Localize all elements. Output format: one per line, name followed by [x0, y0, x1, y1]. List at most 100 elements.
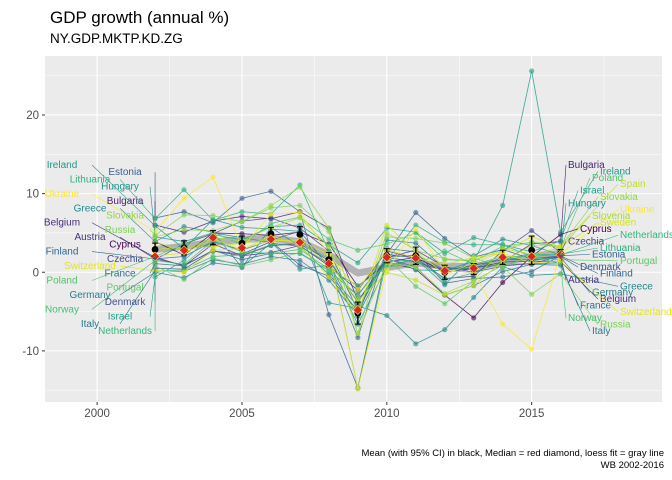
data-point	[181, 195, 187, 201]
data-point	[355, 334, 361, 341]
country-label: Russia	[105, 225, 136, 236]
country-label: Norway	[45, 304, 79, 315]
data-point	[239, 224, 245, 231]
median-diamond	[497, 252, 508, 263]
label-leader-line	[560, 273, 599, 325]
country-label: Hungary	[101, 182, 139, 193]
mean-point	[267, 230, 275, 238]
label-leader-line	[119, 271, 156, 296]
data-point	[471, 278, 477, 284]
label-leader-line	[91, 164, 156, 227]
label-leader-line	[91, 260, 156, 310]
data-point	[297, 262, 303, 268]
label-leader-line	[560, 256, 579, 268]
data-point	[297, 215, 303, 221]
data-point	[384, 312, 390, 319]
median-diamond	[468, 263, 479, 274]
data-point	[326, 274, 332, 280]
data-point	[471, 283, 477, 289]
data-point	[268, 257, 274, 263]
country-label: Belgium	[600, 294, 636, 305]
data-point	[413, 209, 419, 216]
chart-caption: Mean (with 95% CI) in black, Median = re…	[361, 448, 664, 472]
country-label: Germany	[69, 290, 110, 301]
country-label: Bulgaria	[568, 160, 605, 171]
data-point	[181, 276, 187, 282]
label-leader-line	[560, 241, 567, 253]
data-point	[529, 268, 535, 275]
country-label: Greece	[620, 281, 653, 292]
label-leader-line	[91, 193, 156, 232]
median-diamond	[207, 232, 219, 243]
label-leader-line	[560, 261, 599, 300]
y-tick-label: 20	[26, 110, 39, 122]
mean-point	[296, 231, 304, 238]
data-point	[471, 315, 477, 321]
data-point	[442, 240, 448, 246]
median-diamond	[236, 242, 248, 253]
label-leader-line	[560, 265, 591, 332]
data-point	[268, 211, 274, 217]
country-label: Austria	[74, 232, 106, 243]
median-diamond	[294, 237, 305, 248]
country-label: Italy	[592, 326, 610, 337]
label-leader-line	[560, 259, 619, 262]
median-diamond	[410, 253, 421, 264]
data-point	[268, 188, 274, 194]
country-label: Ukraine	[620, 205, 655, 216]
country-label: Slovakia	[106, 211, 144, 222]
data-point	[297, 266, 303, 272]
data-point	[500, 236, 506, 242]
label-leader-line	[119, 236, 156, 260]
country-label: Norway	[568, 313, 602, 324]
data-point	[442, 282, 448, 288]
data-point	[297, 249, 303, 256]
data-point	[500, 264, 506, 270]
label-leader-line	[560, 234, 619, 256]
country-label: Czechia	[568, 237, 605, 248]
axes: 2000 2005 2010 2015 -10 0 10 20	[22, 110, 544, 420]
country-label: Portugal	[106, 283, 143, 294]
label-leader-line	[149, 276, 156, 317]
data-point	[239, 213, 245, 220]
data-point	[413, 283, 419, 290]
data-point	[500, 268, 506, 275]
data-point	[529, 346, 535, 352]
median-diamond	[323, 258, 334, 269]
country-label: Estonia	[592, 249, 626, 260]
data-point	[471, 260, 477, 266]
data-point	[239, 209, 245, 215]
data-point	[268, 202, 274, 209]
data-point	[210, 247, 216, 253]
country-label: Switzerland	[64, 261, 116, 272]
data-point	[413, 277, 419, 283]
data-point	[384, 222, 390, 228]
country-label: Cyprus	[580, 224, 612, 235]
label-leader-line	[560, 256, 567, 280]
country-label: Italy	[81, 319, 99, 330]
data-point	[355, 283, 361, 289]
country-label: Slovenia	[592, 211, 631, 222]
data-point	[239, 231, 245, 237]
data-point	[355, 260, 361, 266]
label-leader-line	[560, 164, 567, 242]
country-label: Netherlands	[98, 326, 152, 337]
data-point	[500, 279, 506, 286]
data-point	[355, 247, 361, 253]
data-point	[268, 220, 274, 227]
x-tick-label: 2010	[374, 408, 400, 420]
country-label: France	[580, 300, 612, 311]
country-label: Greece	[74, 203, 107, 214]
data-point	[442, 261, 448, 267]
label-leader-line	[91, 251, 156, 260]
data-point	[529, 227, 535, 234]
data-point	[471, 294, 477, 301]
label-leader-line	[560, 254, 591, 257]
panel-background	[45, 56, 662, 402]
data-point	[384, 267, 390, 273]
data-point	[326, 225, 332, 231]
country-label: Czechia	[107, 254, 144, 265]
data-point	[413, 226, 419, 232]
